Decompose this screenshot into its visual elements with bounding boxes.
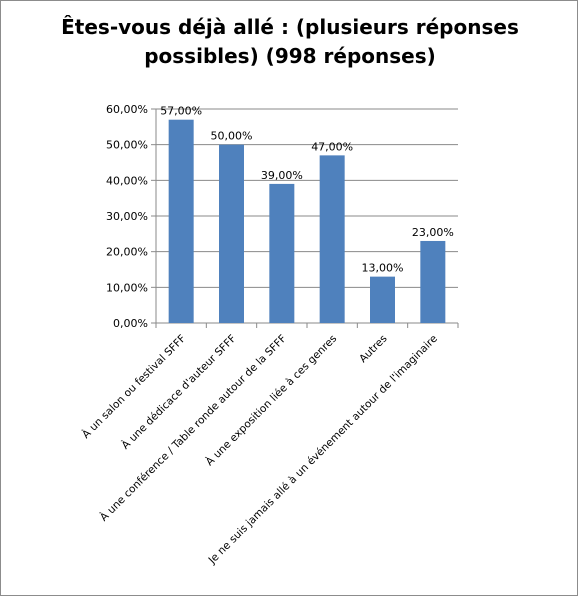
y-tick-label: 20,00% — [106, 246, 148, 259]
y-tick-label: 30,00% — [106, 210, 148, 223]
data-label: 50,00% — [211, 130, 253, 143]
y-tick-label: 60,00% — [106, 103, 148, 116]
data-label: 23,00% — [412, 226, 454, 239]
y-tick-label: 10,00% — [106, 281, 148, 294]
bar — [219, 144, 244, 323]
chart-title: Êtes-vous déjà allé : (plusieurs réponse… — [61, 15, 519, 68]
y-tick-label: 50,00% — [106, 139, 148, 152]
bar — [269, 183, 295, 323]
category-label: À une conférence / Table ronde autour de… — [97, 332, 289, 524]
bar — [319, 155, 345, 323]
category-label: Autres — [357, 333, 390, 366]
data-label: 13,00% — [362, 262, 404, 275]
data-label: 47,00% — [311, 140, 353, 153]
y-tick-label: 0,00% — [113, 317, 148, 330]
bar — [420, 240, 446, 323]
y-tick-label: 40,00% — [106, 174, 148, 187]
bar — [168, 119, 194, 323]
data-label: 57,00% — [160, 105, 202, 118]
category-label: À un salon ou festival SFFF — [79, 332, 188, 441]
data-label: 39,00% — [261, 169, 303, 182]
bar — [370, 276, 395, 323]
category-label: Je ne suis jamais allé à un événement au… — [206, 333, 440, 567]
